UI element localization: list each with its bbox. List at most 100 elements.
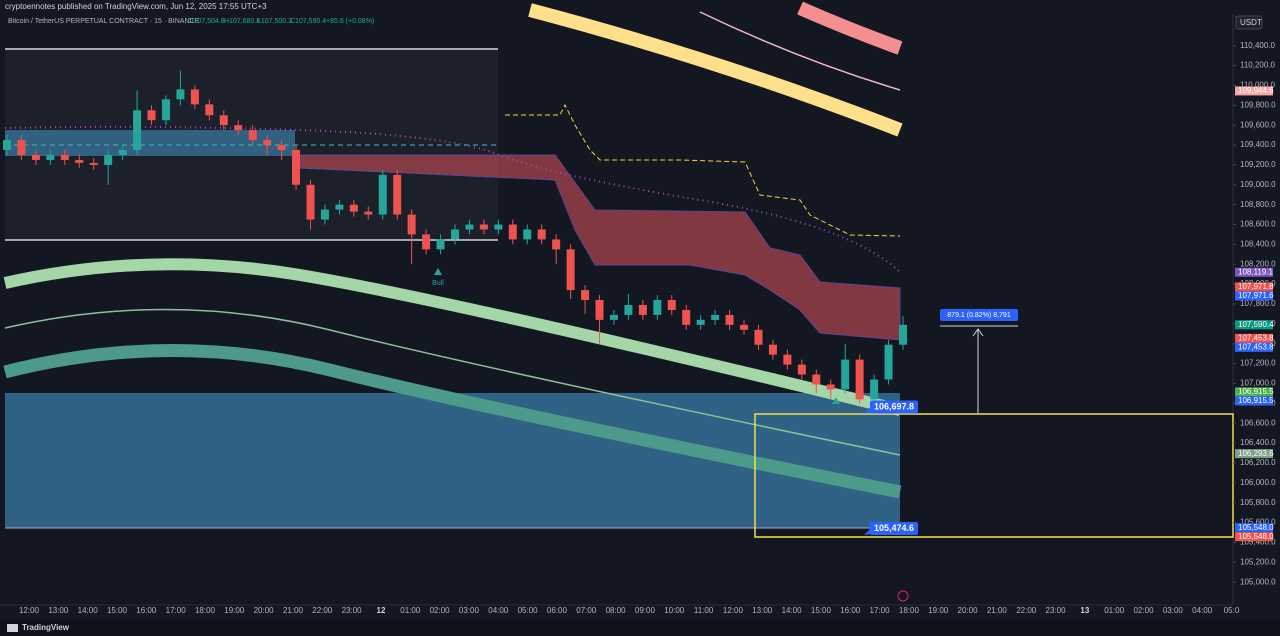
price-label-box [1235, 523, 1273, 533]
y-tick-label: 105,000.0 [1240, 577, 1276, 586]
x-tick-label: 19:00 [928, 606, 949, 615]
candle-body [263, 140, 272, 146]
y-tick-label: 107,200.0 [1240, 359, 1276, 368]
x-tick-label: 05:00 [518, 606, 539, 615]
y-tick-label: 106,400.0 [1240, 438, 1276, 447]
y-tick-label: 108,600.0 [1240, 220, 1276, 229]
x-tick-label: 22:00 [1016, 606, 1037, 615]
ma-line [4, 308, 901, 456]
candle-body [89, 162, 98, 165]
price-label-box [1235, 532, 1273, 542]
y-tick-label: 109,400.0 [1240, 140, 1276, 149]
candle-body [118, 150, 127, 155]
x-tick-label: 21:00 [283, 606, 304, 615]
measure-label: 879.1 (0.82%) 8,791 [947, 312, 1011, 319]
x-tick-label: 02:00 [1134, 606, 1155, 615]
footer-logo [7, 624, 18, 632]
price-label-box [1235, 291, 1273, 301]
x-tick-label: 16:00 [136, 606, 157, 615]
candle-body [133, 110, 142, 151]
y-tick-label: 109,200.0 [1240, 160, 1276, 169]
signal-icon [434, 268, 442, 275]
y-tick-label: 105,200.0 [1240, 557, 1276, 566]
candle-body [537, 229, 546, 240]
y-tick-label: 106,600.0 [1240, 418, 1276, 427]
y-tick-label: 109,800.0 [1240, 100, 1276, 109]
candle-body [378, 174, 387, 215]
price-label-box [1235, 449, 1273, 459]
candle-body [855, 359, 864, 400]
candle-body [292, 150, 301, 185]
candle-body [899, 324, 907, 345]
x-tick-label: 15:00 [811, 606, 832, 615]
indicators [3, 1, 1234, 602]
candle-body [494, 224, 503, 230]
y-tick-label: 110,000.0 [1240, 81, 1276, 90]
annotation-pointer [864, 527, 876, 536]
candle-body [46, 154, 55, 160]
price-label-box [1235, 267, 1273, 277]
candle-body [884, 344, 893, 380]
candle-body [812, 374, 821, 385]
candle-body [436, 239, 445, 250]
candle-body [277, 145, 286, 151]
x-tick-label: 03:00 [1163, 606, 1184, 615]
x-tick-label: 07:00 [576, 606, 597, 615]
currency-box[interactable] [1235, 15, 1263, 30]
candle-body [176, 89, 185, 100]
candle-body [479, 224, 488, 230]
x-tick-label: 20:00 [958, 606, 979, 615]
candle-body [682, 309, 691, 325]
x-tick-label: 12:00 [723, 606, 744, 615]
candle-body [465, 224, 474, 230]
x-tick-label: 18:00 [899, 606, 920, 615]
x-tick-label: 01:00 [400, 606, 421, 615]
x-tick-label: 04:00 [488, 606, 509, 615]
candle-body [508, 224, 517, 240]
annotation-label: 106,697.8 [874, 401, 914, 411]
price-label-box [1235, 387, 1273, 397]
currency[interactable]: USDT [1240, 18, 1262, 27]
x-tick-label: 05:0 [1224, 606, 1240, 615]
x-tick-label: 20:00 [254, 606, 275, 615]
candle-body [797, 364, 806, 375]
arrow-head [972, 328, 984, 337]
candle-body [653, 300, 662, 315]
price-label-box [1235, 333, 1273, 343]
price-label-box [1235, 282, 1273, 292]
y-tick-label: 108,200.0 [1240, 259, 1276, 268]
candle-body [407, 214, 416, 235]
x-tick-label: 13 [1080, 606, 1089, 615]
publisher: cryptoennotes published on TradingView.c… [5, 2, 267, 11]
y-tick-label: 105,600.0 [1240, 518, 1276, 527]
candle-body [826, 384, 835, 390]
y-tick-label: 106,200.0 [1240, 458, 1276, 467]
annotation-box [870, 522, 918, 536]
candle-body [740, 324, 749, 330]
x-tick-label: 08:00 [606, 606, 627, 615]
x-tick-label: 18:00 [195, 606, 216, 615]
x-tick-label: 23:00 [342, 606, 363, 615]
ohlc-open: O107,504.8 [188, 18, 225, 25]
y-tick-label: 105,800.0 [1240, 498, 1276, 507]
price-label: 106,915.5 [1238, 387, 1274, 396]
x-tick-label: 17:00 [870, 606, 891, 615]
candle-body [17, 140, 26, 155]
marker-icon [897, 590, 909, 602]
y-tick-label: 110,400.0 [1240, 41, 1276, 50]
band [528, 3, 903, 137]
candle-body [711, 314, 720, 320]
candle-body [161, 99, 170, 121]
ohlc-change: +85.6 (+0.08%) [326, 18, 374, 25]
price-label: 109,944.6 [1238, 86, 1274, 95]
ohlc-low: L107,500.3 [257, 18, 292, 25]
candle-body [609, 314, 618, 320]
candle-body [870, 379, 879, 400]
price-label: 106,293.6 [1238, 449, 1274, 458]
x-tick-label: 14:00 [782, 606, 803, 615]
price-label: 105,548.0 [1238, 523, 1274, 532]
x-tick-label: 14:00 [78, 606, 99, 615]
cloud [299, 154, 901, 341]
dashed-line [505, 103, 901, 237]
